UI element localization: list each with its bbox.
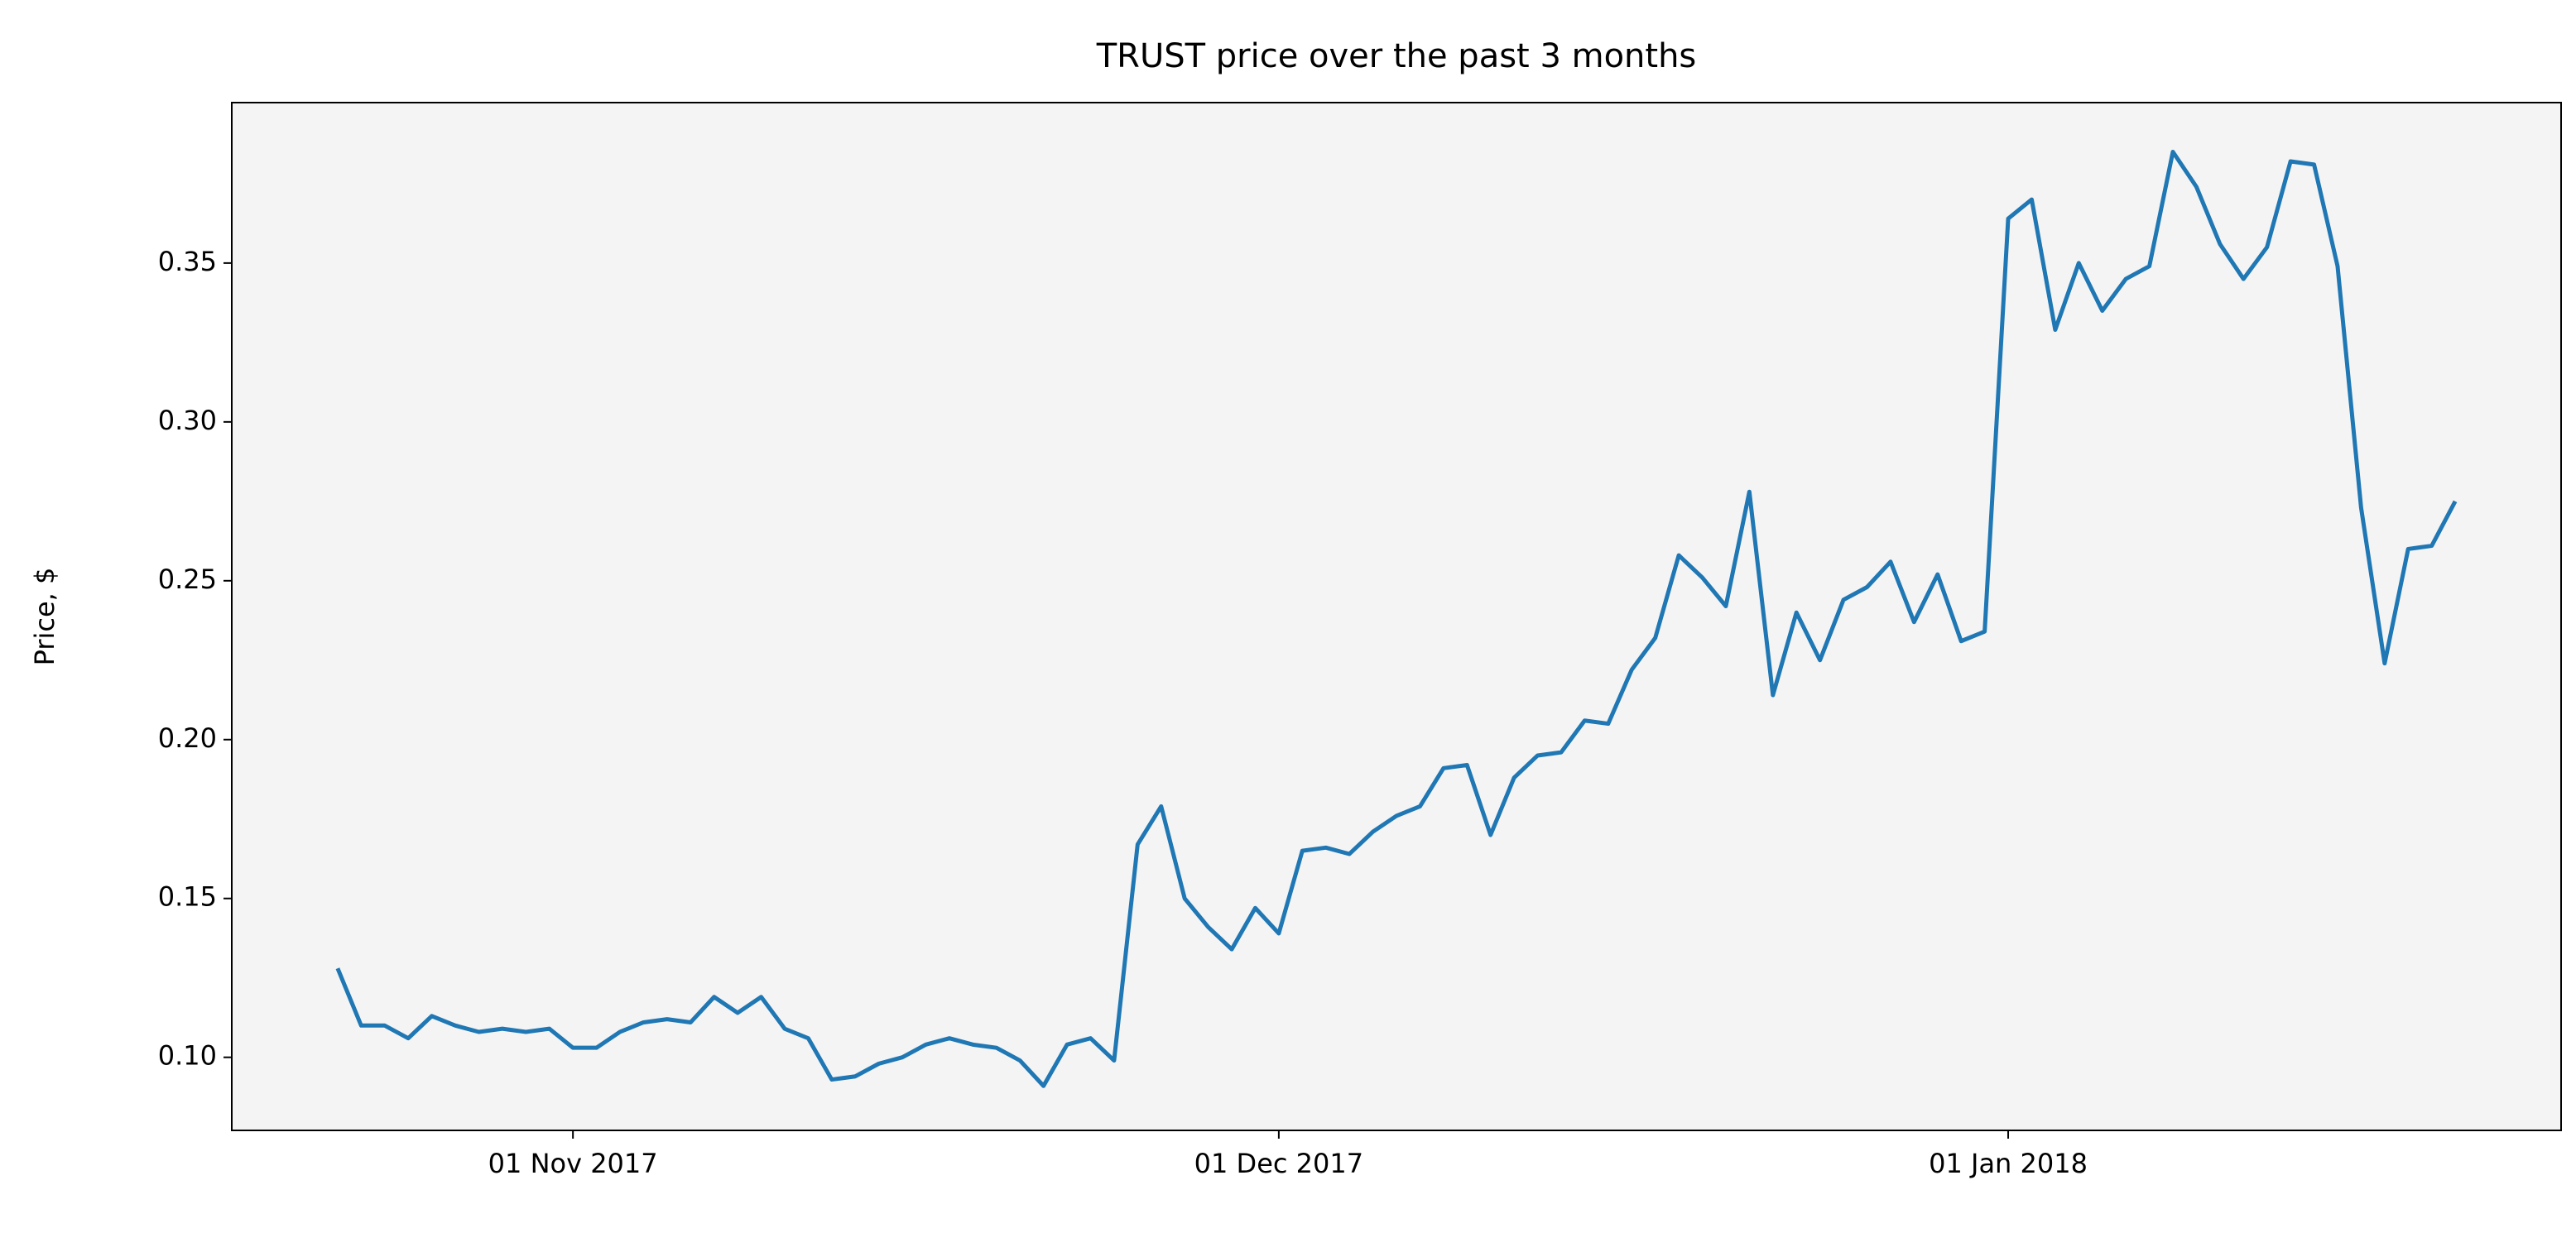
plot-background (232, 103, 2561, 1130)
y-tick-label: 0.10 (158, 1040, 217, 1072)
price-line (335, 150, 2458, 1088)
y-axis-label: Price, $ (29, 568, 60, 666)
plot-frame (231, 102, 2562, 1131)
x-tick-label: 01 Nov 2017 (488, 1148, 658, 1179)
x-tick-label: 01 Jan 2018 (1929, 1148, 2088, 1179)
x-tick-label: 01 Dec 2017 (1194, 1148, 1363, 1179)
y-tick-label: 0.25 (158, 564, 217, 595)
y-tick-label: 0.15 (158, 881, 217, 913)
y-tick-label: 0.20 (158, 722, 217, 754)
y-tick-label: 0.30 (158, 405, 217, 436)
y-tick-label: 0.35 (158, 246, 217, 277)
chart-title: TRUST price over the past 3 months (1096, 37, 1697, 75)
